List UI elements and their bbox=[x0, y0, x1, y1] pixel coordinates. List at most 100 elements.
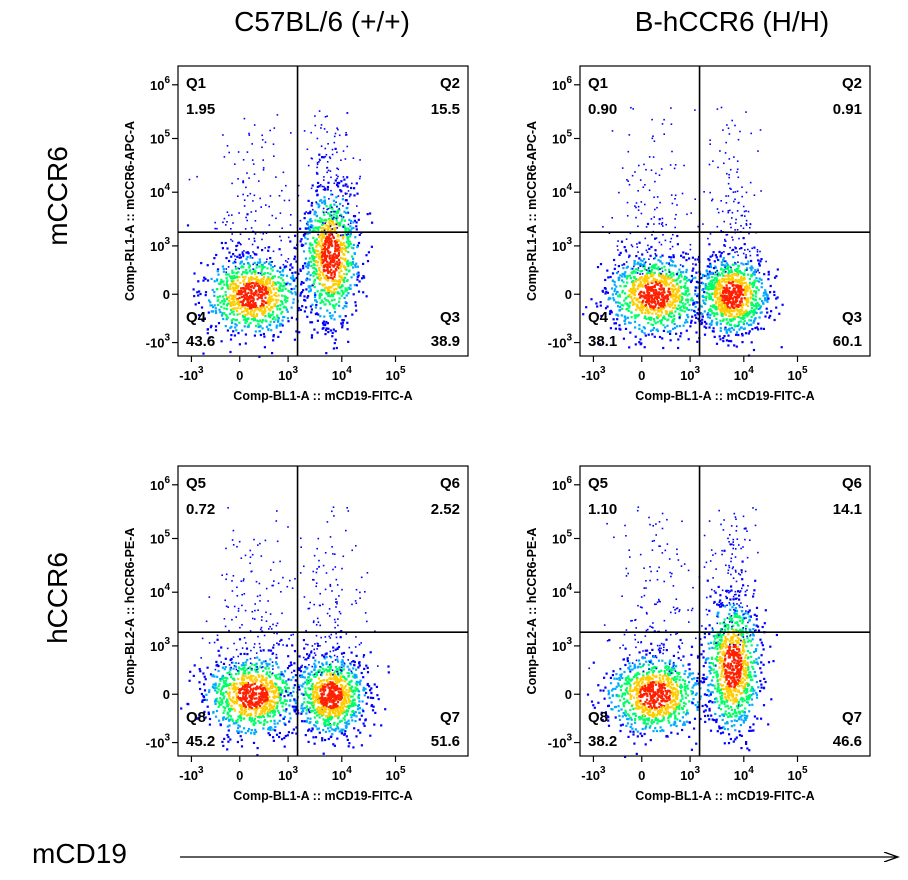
event-dot bbox=[293, 669, 296, 672]
event-dot bbox=[323, 211, 325, 214]
event-dot bbox=[725, 331, 728, 334]
event-dot bbox=[726, 124, 728, 126]
event-dot bbox=[334, 227, 337, 230]
event-dot bbox=[700, 321, 704, 324]
event-dot bbox=[645, 226, 648, 228]
event-dot bbox=[355, 182, 358, 185]
event-dot bbox=[754, 295, 757, 298]
event-dot bbox=[253, 731, 256, 734]
event-dot bbox=[319, 159, 321, 162]
event-dot bbox=[638, 263, 641, 266]
event-dot bbox=[356, 244, 359, 247]
event-dot bbox=[322, 320, 325, 323]
event-dot bbox=[634, 343, 637, 346]
event-dot bbox=[719, 327, 722, 330]
event-dot bbox=[255, 324, 258, 328]
event-dot bbox=[725, 318, 728, 321]
event-dot bbox=[262, 233, 265, 235]
event-dot bbox=[232, 707, 235, 710]
event-dot bbox=[284, 670, 287, 673]
event-dot bbox=[694, 198, 696, 200]
event-dot bbox=[193, 272, 196, 275]
event-dot bbox=[283, 298, 287, 301]
event-dot bbox=[309, 260, 312, 263]
event-dot bbox=[757, 328, 760, 331]
event-dot bbox=[274, 729, 277, 732]
event-dot bbox=[261, 674, 264, 678]
event-dot bbox=[257, 674, 260, 677]
event-dot bbox=[719, 300, 722, 303]
event-dot bbox=[304, 227, 307, 230]
event-dot bbox=[638, 327, 641, 330]
event-dot bbox=[742, 288, 745, 291]
event-dot bbox=[721, 314, 724, 317]
event-dot bbox=[338, 234, 341, 237]
event-dot bbox=[643, 163, 645, 166]
event-dot bbox=[654, 308, 657, 311]
event-dot bbox=[727, 321, 730, 324]
event-dot bbox=[256, 280, 259, 283]
event-dot bbox=[733, 156, 735, 158]
event-dot bbox=[212, 683, 215, 686]
event-dot bbox=[760, 258, 763, 261]
event-dot bbox=[727, 253, 730, 256]
event-dot bbox=[633, 275, 636, 278]
event-dot bbox=[326, 322, 329, 325]
event-dot bbox=[669, 329, 672, 333]
event-dot bbox=[309, 210, 312, 213]
event-dot bbox=[252, 741, 256, 744]
event-dot bbox=[237, 271, 240, 274]
event-dot bbox=[653, 291, 656, 295]
event-dot bbox=[223, 283, 226, 286]
event-dot bbox=[629, 301, 632, 304]
event-dot bbox=[251, 703, 254, 706]
event-dot bbox=[268, 282, 271, 285]
event-dot bbox=[659, 260, 662, 263]
event-dot bbox=[745, 191, 748, 194]
event-dot bbox=[726, 268, 730, 271]
event-dot bbox=[610, 311, 613, 314]
event-dot bbox=[285, 644, 288, 647]
event-dot bbox=[712, 292, 715, 296]
event-dot bbox=[677, 338, 680, 341]
event-dot bbox=[639, 294, 643, 297]
event-dot bbox=[616, 290, 619, 294]
event-dot bbox=[299, 294, 302, 297]
event-dot bbox=[339, 315, 342, 318]
event-dot bbox=[279, 697, 282, 700]
event-dot bbox=[633, 260, 636, 263]
event-dot bbox=[637, 209, 640, 211]
event-dot bbox=[265, 280, 268, 284]
event-dot bbox=[268, 695, 271, 698]
event-dot bbox=[729, 330, 732, 333]
event-dot bbox=[238, 730, 241, 733]
event-dot bbox=[246, 701, 249, 704]
event-dot bbox=[720, 267, 723, 270]
event-dot bbox=[329, 157, 332, 160]
event-dot bbox=[674, 164, 677, 166]
event-dot bbox=[214, 325, 218, 328]
event-dot bbox=[269, 297, 272, 300]
event-dot bbox=[246, 195, 249, 197]
event-dot bbox=[322, 274, 325, 277]
event-dot bbox=[247, 703, 250, 706]
event-dot bbox=[273, 155, 275, 157]
event-dot bbox=[711, 199, 713, 202]
event-dot bbox=[661, 262, 664, 265]
event-dot bbox=[328, 301, 331, 304]
event-dot bbox=[273, 303, 276, 306]
event-dot bbox=[263, 284, 266, 287]
event-dot bbox=[230, 684, 233, 687]
event-dot bbox=[272, 736, 275, 739]
event-dot bbox=[738, 291, 741, 294]
event-dot bbox=[230, 673, 233, 676]
event-dot bbox=[283, 715, 286, 718]
event-dot bbox=[719, 150, 721, 152]
event-dot bbox=[218, 701, 221, 705]
event-dot bbox=[653, 286, 656, 289]
event-dot bbox=[312, 259, 315, 262]
event-dot bbox=[268, 676, 272, 679]
event-dot bbox=[244, 675, 247, 678]
column-title-wildtype: C57BL/6 (+/+) bbox=[234, 6, 410, 37]
event-dot bbox=[682, 304, 685, 307]
